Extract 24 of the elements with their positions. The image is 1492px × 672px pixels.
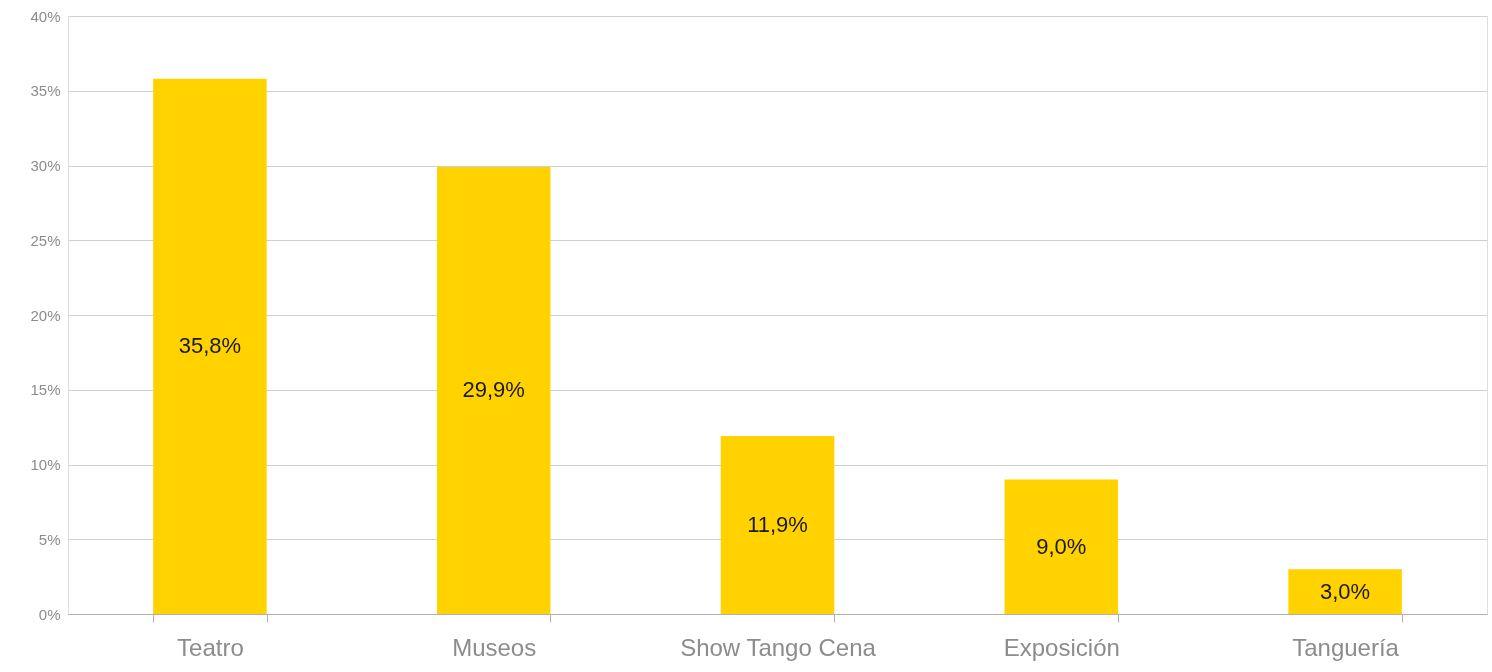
x-tick-label: Teatro	[177, 633, 244, 661]
x-tick-label: Exposición	[1003, 633, 1120, 661]
x-tick-label: Show Tango Cena	[680, 633, 877, 661]
bar	[720, 436, 835, 614]
y-tick-label: 25%	[30, 231, 61, 249]
y-tick-label: 30%	[30, 157, 61, 174]
x-tick-label: Tanguería	[1292, 633, 1400, 661]
y-tick-label: 35%	[30, 82, 61, 100]
y-tick-label: 40%	[30, 7, 61, 25]
data-label: 11,9%	[747, 512, 808, 538]
y-tick-label: 5%	[38, 530, 61, 548]
bar	[1004, 479, 1119, 614]
data-label: 9,0%	[1036, 533, 1087, 559]
bar	[153, 78, 267, 614]
y-tick-label: 10%	[30, 456, 61, 473]
y-tick-label: 15%	[30, 381, 61, 399]
data-label: 29,9%	[462, 377, 525, 403]
y-tick-label: 0%	[38, 605, 61, 623]
x-tick-label: Museos	[452, 633, 537, 661]
data-label: 35,8%	[178, 333, 242, 359]
bar	[436, 167, 551, 614]
y-tick-label: 20%	[30, 306, 61, 324]
data-label: 3,0%	[1320, 578, 1371, 604]
bar	[1288, 569, 1402, 614]
